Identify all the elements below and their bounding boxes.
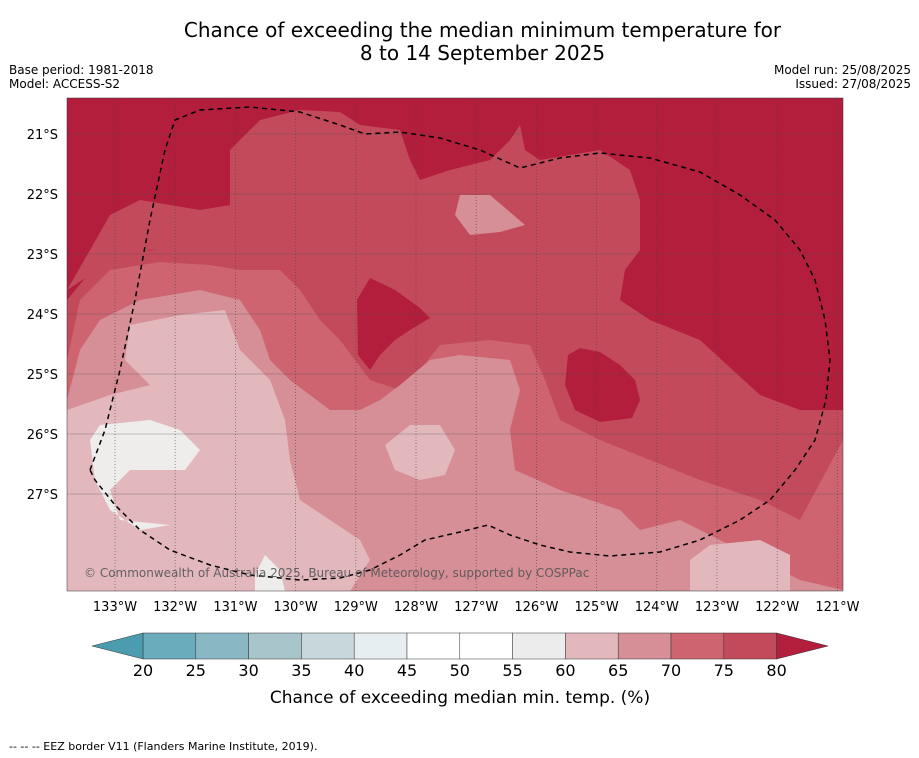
lon-label: 125°W	[575, 600, 619, 615]
colorbar-tick-label: 25	[186, 661, 206, 680]
lon-label: 131°W	[213, 600, 257, 615]
lon-label: 127°W	[454, 600, 498, 615]
meta-right: Model run: 25/08/2025 Issued: 27/08/2025	[774, 63, 911, 91]
colorbar-high-extend	[776, 632, 829, 660]
colorbar-segment	[406, 632, 461, 660]
lat-label: 25°S	[27, 368, 58, 383]
colorbar-tick-label: 35	[291, 661, 311, 680]
lon-label: 123°W	[695, 600, 739, 615]
colorbar-segment	[670, 632, 725, 660]
colorbar-segment	[512, 632, 566, 660]
lon-label: 121°W	[815, 600, 859, 615]
colorbar-segment	[617, 632, 672, 660]
map-plot-area: © Commonwealth of Australia 2025, Bureau…	[67, 98, 843, 591]
colorbar-segment	[248, 632, 302, 660]
lat-label: 27°S	[27, 488, 58, 503]
colorbar-tick-label: 80	[766, 661, 786, 680]
colorbar-tick-label: 20	[133, 661, 153, 680]
base-period-text: Base period: 1981-2018	[9, 63, 154, 77]
map-frame	[66, 97, 844, 592]
lon-label: 132°W	[153, 600, 197, 615]
colorbar-tick-label: 75	[714, 661, 734, 680]
lon-label: 128°W	[394, 600, 438, 615]
lon-label: 129°W	[334, 600, 378, 615]
colorbar-tick-label: 45	[397, 661, 417, 680]
region-light-pink	[67, 310, 790, 591]
colorbar-tick-label: 55	[502, 661, 522, 680]
lat-label: 26°S	[27, 428, 58, 443]
lon-label: 126°W	[514, 600, 558, 615]
colorbar-low-extend	[91, 632, 144, 660]
model-run-text: Model run: 25/08/2025	[773, 63, 911, 77]
colorbar-tick-label: 65	[608, 661, 628, 680]
meta-left: Base period: 1981-2018 Model: ACCESS-S2	[9, 63, 154, 91]
colorbar-tick-label: 50	[450, 661, 470, 680]
colorbar-tick-label: 60	[555, 661, 575, 680]
lon-label: 130°W	[274, 600, 318, 615]
chart-title-line1: Chance of exceeding the median minimum t…	[183, 18, 782, 42]
colorbar-segment	[723, 632, 777, 660]
issued-text: Issued: 27/08/2025	[795, 77, 911, 91]
copyright-text: © Commonwealth of Australia 2025, Bureau…	[84, 566, 589, 580]
colorbar: 20 25 30 35 40 45 50 55 60 65 70 75 80	[91, 632, 829, 680]
region-dark-red-patch-west	[357, 278, 430, 370]
model-text: Model: ACCESS-S2	[9, 77, 121, 91]
colorbar-segment	[565, 632, 619, 660]
eez-border	[89, 106, 831, 581]
graticule	[67, 98, 843, 591]
colorbar-tick-label: 70	[661, 661, 681, 680]
lat-label: 21°S	[27, 128, 58, 143]
lat-label: 22°S	[27, 188, 58, 203]
colorbar-segment	[142, 632, 197, 660]
colorbar-tick-label: 40	[344, 661, 364, 680]
region-dark-red-patch-east	[565, 348, 640, 422]
longitude-labels: 133°W 132°W 131°W 130°W 129°W 128°W 127°W 126°W…	[93, 600, 860, 615]
lat-label: 24°S	[27, 308, 58, 323]
eez-legend-note: -- -- -- EEZ border V11 (Flanders Marine…	[9, 740, 318, 753]
lon-label: 124°W	[635, 600, 679, 615]
lon-label: 133°W	[93, 600, 137, 615]
lat-label: 23°S	[27, 248, 58, 263]
colorbar-segment	[301, 632, 355, 660]
chart-title-line2: 8 to 14 September 2025	[359, 41, 606, 65]
colorbar-segment	[195, 632, 249, 660]
colorbar-segment	[459, 632, 513, 660]
colorbar-tick-label: 30	[238, 661, 258, 680]
lon-label: 122°W	[755, 600, 799, 615]
colorbar-label: Chance of exceeding median min. temp. (%…	[270, 688, 650, 708]
latitude-labels: 21°S 22°S 23°S 24°S 25°S 26°S 27°S	[27, 128, 58, 503]
colorbar-segment	[353, 632, 408, 660]
region-near-white	[90, 420, 285, 591]
